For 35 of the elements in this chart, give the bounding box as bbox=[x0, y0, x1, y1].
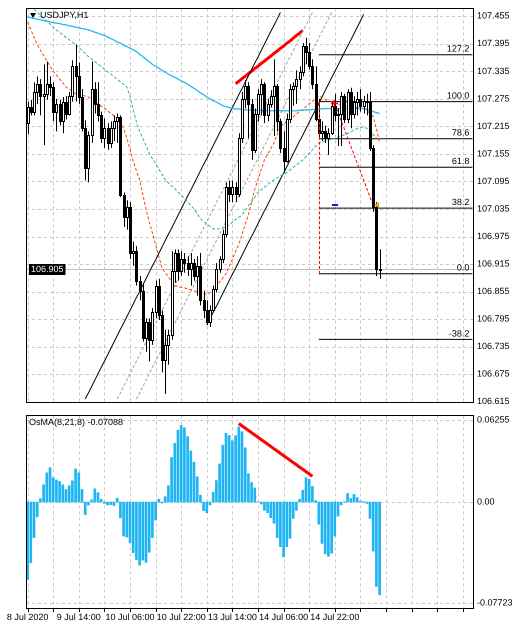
y-tick-label: 106.975 bbox=[477, 231, 510, 242]
chart-title: OsMA(8,21,8) -0.07088 bbox=[29, 417, 124, 428]
x-tick-label: 14 Jul 22:00 bbox=[310, 612, 360, 622]
y-tick-label: 107.275 bbox=[477, 93, 510, 104]
x-tick-label: 8 Jul 2020 bbox=[6, 612, 48, 622]
y-tick-label: 107.035 bbox=[477, 203, 510, 214]
y-tick-label: 107.095 bbox=[477, 176, 510, 186]
y-tick-label: 107.455 bbox=[477, 10, 510, 21]
y-tick-label: 107.155 bbox=[477, 148, 510, 158]
series-label: -38.2 bbox=[448, 328, 470, 338]
y-tick-label: 0.06255 bbox=[477, 414, 510, 425]
ref-line-label: 106.905 bbox=[31, 264, 64, 274]
series-label: 61.8 bbox=[452, 156, 470, 166]
y-tick-label: 106.855 bbox=[477, 286, 510, 296]
y-tick-label: 107.335 bbox=[477, 66, 510, 76]
x-tick-label: 10 Jul 06:00 bbox=[105, 612, 155, 622]
y-tick-label: 107.215 bbox=[477, 120, 510, 131]
y-tick-label: 0.00 bbox=[477, 496, 495, 507]
y-tick-label: 106.615 bbox=[477, 396, 510, 406]
chart-title: USDJPY,H1 bbox=[40, 10, 88, 21]
series-label: 38.2 bbox=[452, 197, 470, 208]
series-label: 100.0 bbox=[446, 90, 470, 101]
y-tick-label: 106.675 bbox=[477, 368, 510, 379]
x-tick-label: 13 Jul 14:00 bbox=[208, 612, 257, 622]
x-tick-label: 9 Jul 14:00 bbox=[56, 612, 101, 622]
y-tick-label: -0.07723 bbox=[477, 598, 513, 608]
y-tick-label: 106.795 bbox=[477, 314, 510, 324]
x-tick-label: 10 Jul 22:00 bbox=[156, 612, 206, 622]
series-label: 78.6 bbox=[452, 128, 470, 138]
series-label: 0.0 bbox=[456, 262, 470, 273]
y-tick-label: 106.735 bbox=[477, 341, 510, 352]
x-tick-label: 14 Jul 06:00 bbox=[259, 612, 308, 622]
series-label: 127.2 bbox=[446, 44, 470, 54]
y-tick-label: 106.915 bbox=[477, 258, 510, 269]
y-tick-label: 107.395 bbox=[477, 38, 510, 48]
